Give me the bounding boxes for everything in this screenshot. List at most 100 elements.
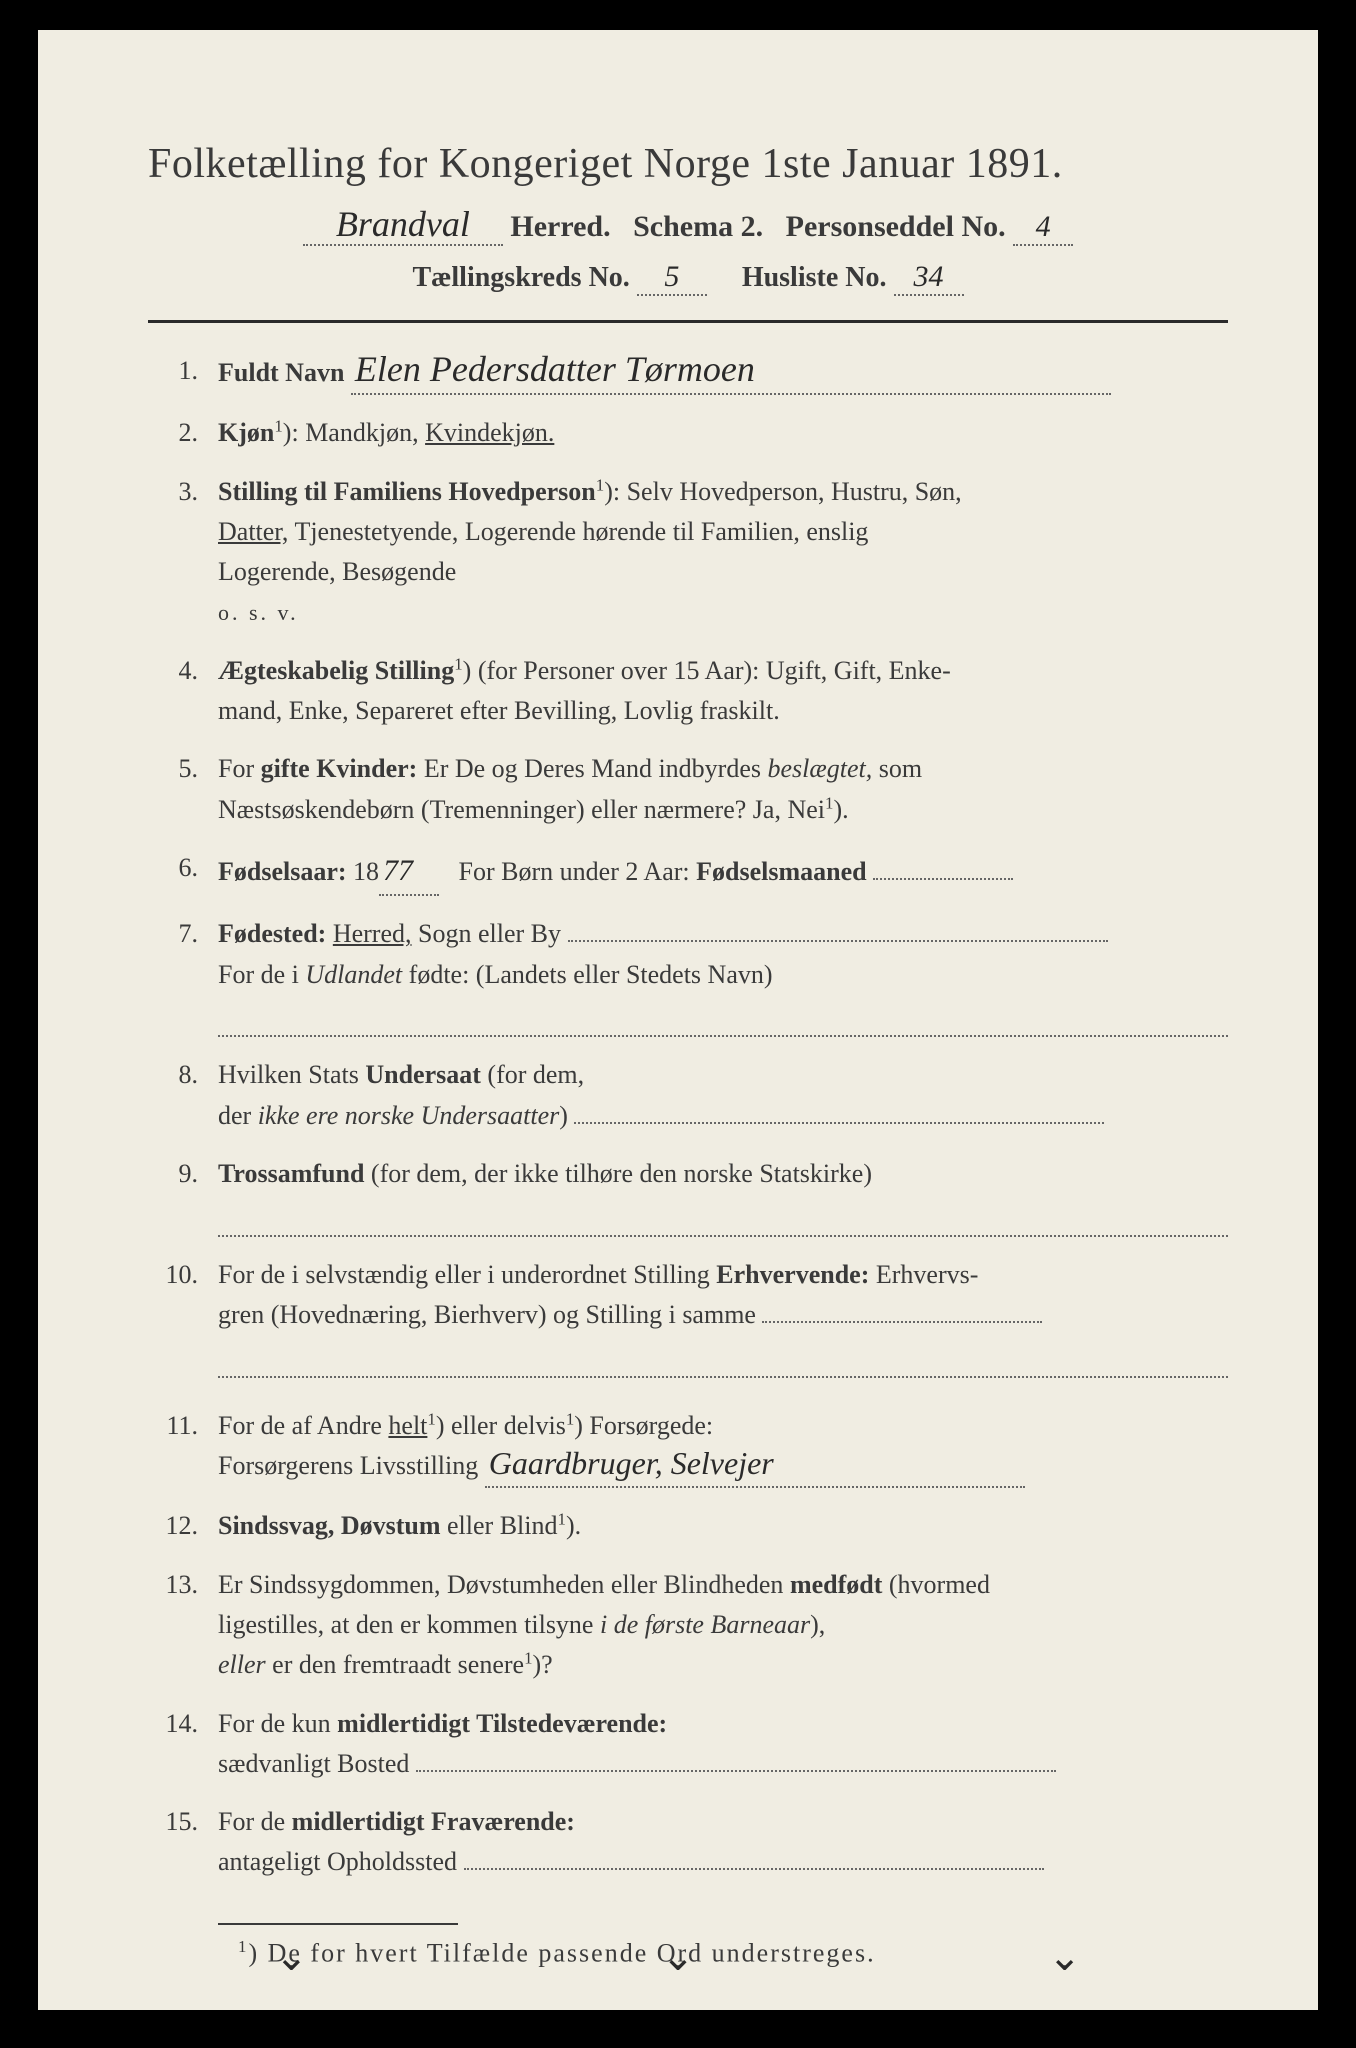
item-8-italic: ikke ere norske Undersaatter [258, 1101, 560, 1130]
item-11-underlined: helt [388, 1411, 427, 1440]
item-7-underlined: Herred, [333, 919, 412, 948]
item-14: For de kun midlertidigt Tilstedeværende:… [148, 1704, 1228, 1785]
taellingskreds-no: 5 [664, 260, 679, 293]
item-3-line2a: Tjenestetyende, Logerende hørende til Fa… [294, 517, 868, 546]
herred-label: Herred. [510, 210, 610, 243]
header-row-2: Tællingskreds No. 5 Husliste No. 34 [148, 260, 1228, 296]
item-6-year-prefix: 18 [353, 857, 379, 886]
item-6-text2: For Børn under 2 Aar: [459, 857, 690, 886]
husliste-label: Husliste No. [742, 262, 887, 293]
item-13-bold1: medfødt [790, 1570, 882, 1599]
item-7-line2a: For de i [218, 960, 299, 989]
item-7-blank [218, 1001, 1228, 1037]
item-12: Sindssvag, Døvstum eller Blind1). [148, 1506, 1228, 1546]
tick-icon: ⌄ [275, 1933, 309, 1980]
item-4-opts: Ugift, Gift, Enke- [766, 656, 951, 685]
item-7: Fødested: Herred, Sogn eller By For de i… [148, 914, 1228, 1037]
item-5-lead: For [218, 754, 254, 783]
item-2-label: Kjøn [218, 418, 274, 447]
form-title: Folketælling for Kongeriget Norge 1ste J… [148, 140, 1228, 188]
personseddel-label: Personseddel No. [786, 210, 1006, 243]
tick-icon: ⌄ [1048, 1933, 1082, 1980]
item-13: Er Sindssygdommen, Døvstumheden eller Bl… [148, 1565, 1228, 1686]
item-11-value: Gaardbruger, Selvejer [489, 1447, 774, 1479]
item-7-line2b: fødte: (Landets eller Stedets Navn) [409, 960, 773, 989]
item-7-text1: Sogn eller By [418, 919, 561, 948]
item-5-bold1: gifte Kvinder: [261, 754, 418, 783]
item-7-italic: Udlandet [305, 960, 402, 989]
tick-icon: ⌄ [661, 1933, 695, 1980]
item-4: Ægteskabelig Stilling1) (for Personer ov… [148, 651, 1228, 732]
item-3-label: Stilling til Familiens Hovedperson [218, 477, 596, 506]
item-1: Fuldt Navn Elen Pedersdatter Tørmoen [148, 351, 1228, 395]
item-3-underlined: Datter, [218, 517, 288, 546]
item-6-year-value: 77 [383, 854, 413, 887]
item-11: For de af Andre helt1) eller delvis1) Fo… [148, 1406, 1228, 1489]
item-1-label: Fuldt Navn [218, 358, 344, 387]
item-10-line2: gren (Hovednæring, Bierhverv) og Stillin… [218, 1300, 756, 1329]
item-8-text2: (for dem, [487, 1060, 584, 1089]
census-form-page: Folketælling for Kongeriget Norge 1ste J… [38, 30, 1318, 2010]
item-8-text1: Hvilken Stats [218, 1060, 359, 1089]
header-divider [148, 320, 1228, 323]
item-13-line2a: ligestilles, at den er kommen tilsyne [218, 1610, 593, 1639]
item-10-blank [218, 1341, 1228, 1377]
item-10: For de i selvstændig eller i underordnet… [148, 1255, 1228, 1378]
item-5-line2: Næstsøskendebørn (Tremenninger) eller næ… [218, 795, 825, 824]
item-12-text: eller Blind [447, 1511, 557, 1540]
item-9-blank [218, 1200, 1228, 1236]
item-10-text1: For de i selvstændig eller i underordnet… [218, 1260, 710, 1289]
item-9-text: (for dem, der ikke tilhøre den norske St… [371, 1159, 872, 1188]
item-13-text2: (hvormed [889, 1570, 990, 1599]
schema-label: Schema 2. [633, 210, 763, 243]
item-13-italic: i de første Barneaar [600, 1610, 810, 1639]
item-11-text1: For de af Andre [218, 1411, 382, 1440]
herred-value: Brandval [336, 206, 470, 242]
husliste-no: 34 [914, 260, 944, 293]
item-9: Trossamfund (for dem, der ikke tilhøre d… [148, 1154, 1228, 1237]
item-4-label: Ægteskabelig Stilling [218, 656, 454, 685]
item-2-underlined: Kvindekjøn. [425, 418, 554, 447]
item-11-line2-label: Forsørgerens Livsstilling [218, 1451, 478, 1480]
item-4-paren: (for Personer over 15 Aar): [478, 656, 760, 685]
item-6-label: Fødselsaar: [218, 857, 347, 886]
item-4-line2: mand, Enke, Separeret efter Bevilling, L… [218, 696, 780, 725]
item-15-text1: For de [218, 1807, 285, 1836]
item-13-line3a: eller [218, 1650, 266, 1679]
item-10-text2: Erhvervs- [876, 1260, 979, 1289]
item-2-opts: Mandkjøn, [305, 418, 418, 447]
item-3-line3: Logerende, Besøgende [218, 557, 456, 586]
item-12-bold: Sindssvag, Døvstum [218, 1511, 441, 1540]
item-8-line2a: der [218, 1101, 251, 1130]
item-15: For de midlertidigt Fraværende: antageli… [148, 1802, 1228, 1883]
item-8: Hvilken Stats Undersaat (for dem, der ik… [148, 1055, 1228, 1136]
header-row-1: Brandval Herred. Schema 2. Personseddel … [148, 206, 1228, 246]
item-6: Fødselsaar: 1877 For Børn under 2 Aar: F… [148, 848, 1228, 897]
item-15-line2: antageligt Opholdssted [218, 1847, 457, 1876]
item-14-bold: midlertidigt Tilstedeværende: [337, 1709, 667, 1738]
item-5: For gifte Kvinder: Er De og Deres Mand i… [148, 749, 1228, 830]
item-14-line2: sædvanligt Bosted [218, 1749, 409, 1778]
binding-marks: ⌄ ⌄ ⌄ [38, 1933, 1318, 1980]
item-3-osv: o. s. v. [218, 600, 299, 625]
item-14-text1: For de kun [218, 1709, 331, 1738]
item-7-label: Fødested: [218, 919, 326, 948]
item-15-bold: midlertidigt Fraværende: [292, 1807, 575, 1836]
item-9-bold: Trossamfund [218, 1159, 364, 1188]
item-5-italic1: beslægtet, [768, 754, 873, 783]
item-2: Kjøn1): Mandkjøn, Kvindekjøn. [148, 413, 1228, 453]
item-13-line3b: er den fremtraadt senere [272, 1650, 524, 1679]
item-8-bold: Undersaat [365, 1060, 481, 1089]
item-13-text1: Er Sindssygdommen, Døvstumheden eller Bl… [218, 1570, 783, 1599]
item-3: Stilling til Familiens Hovedperson1): Se… [148, 472, 1228, 633]
item-5-text2: som [879, 754, 922, 783]
taellingskreds-label: Tællingskreds No. [412, 262, 629, 293]
item-6-bold2: Fødselsmaaned [696, 857, 866, 886]
footnote-rule [218, 1923, 458, 1925]
item-1-value: Elen Pedersdatter Tørmoen [355, 351, 755, 387]
personseddel-no: 4 [1036, 210, 1051, 243]
item-10-bold: Erhvervende: [716, 1260, 869, 1289]
form-items: Fuldt Navn Elen Pedersdatter Tørmoen Kjø… [148, 351, 1228, 1883]
item-3-line1a: Selv Hovedperson, Hustru, Søn, [627, 477, 962, 506]
item-5-text1: Er De og Deres Mand indbyrdes [424, 754, 761, 783]
